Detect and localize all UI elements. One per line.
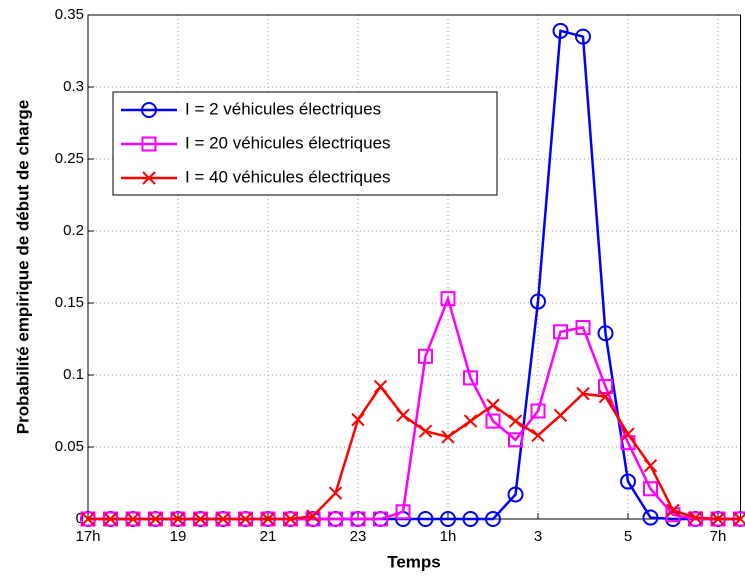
marker <box>238 512 253 526</box>
marker <box>597 325 614 342</box>
marker <box>417 511 434 527</box>
marker <box>373 511 388 527</box>
x-tick-label: 21 <box>260 528 277 545</box>
marker <box>552 22 569 39</box>
marker <box>486 398 500 412</box>
marker <box>306 509 320 523</box>
marker <box>598 389 613 404</box>
legend-label: I = 20 véhicules électriques <box>185 133 391 152</box>
marker <box>350 511 366 527</box>
marker <box>553 324 568 340</box>
legend-label: I = 40 véhicules électriques <box>185 167 391 186</box>
marker <box>643 459 658 473</box>
marker <box>485 413 501 429</box>
series-line <box>88 384 741 521</box>
marker <box>193 512 208 526</box>
marker <box>508 432 523 448</box>
y-tick-label: 0 <box>76 510 84 527</box>
marker <box>283 512 298 526</box>
marker <box>142 171 156 185</box>
marker <box>711 512 725 526</box>
marker <box>141 102 157 118</box>
marker <box>171 512 185 526</box>
marker <box>666 503 680 518</box>
y-tick-label: 0.25 <box>55 150 84 167</box>
marker <box>575 28 591 45</box>
marker <box>621 427 635 441</box>
marker <box>261 512 275 526</box>
y-axis-label: Probabilité empirique de début de charge <box>13 100 32 434</box>
marker <box>418 424 433 438</box>
marker <box>688 510 703 525</box>
marker <box>530 293 546 310</box>
y-tick-label: 0.1 <box>63 366 84 383</box>
marker <box>141 136 157 152</box>
marker <box>126 512 140 526</box>
marker <box>462 511 479 527</box>
x-tick-label: 23 <box>350 528 367 545</box>
marker <box>485 511 501 527</box>
y-tick-label: 0.2 <box>63 222 84 239</box>
marker <box>328 511 343 527</box>
marker <box>81 512 95 526</box>
marker <box>530 403 546 419</box>
y-tick-label: 0.05 <box>55 438 84 455</box>
marker <box>396 408 410 423</box>
x-tick-label: 7h <box>710 528 727 545</box>
x-tick-label: 3 <box>534 528 542 545</box>
marker <box>507 486 524 503</box>
x-tick-label: 5 <box>624 528 632 545</box>
marker <box>531 428 545 443</box>
marker <box>103 512 118 526</box>
marker <box>508 414 523 428</box>
marker <box>441 430 455 444</box>
marker <box>576 387 590 401</box>
marker <box>642 509 659 526</box>
y-tick-label: 0.3 <box>63 78 84 95</box>
marker <box>575 319 591 335</box>
marker <box>463 414 478 428</box>
x-axis-label: Temps <box>387 552 441 571</box>
marker <box>351 412 365 427</box>
marker <box>463 370 478 386</box>
marker <box>553 408 568 423</box>
marker <box>373 379 388 394</box>
marker <box>148 512 163 526</box>
marker <box>305 511 321 527</box>
marker <box>440 511 456 527</box>
marker <box>395 504 411 520</box>
x-tick-label: 17h <box>75 528 100 545</box>
legend-label: I = 2 véhicules électriques <box>185 99 381 118</box>
marker <box>620 473 636 490</box>
y-tick-label: 0.35 <box>55 6 84 23</box>
marker <box>216 512 230 526</box>
marker <box>328 486 343 500</box>
marker <box>418 348 433 364</box>
x-tick-label: 1h <box>440 528 457 545</box>
marker <box>643 481 658 497</box>
x-tick-label: 19 <box>170 528 187 545</box>
marker <box>440 291 456 307</box>
y-tick-label: 0.15 <box>55 294 84 311</box>
marker <box>598 379 613 395</box>
